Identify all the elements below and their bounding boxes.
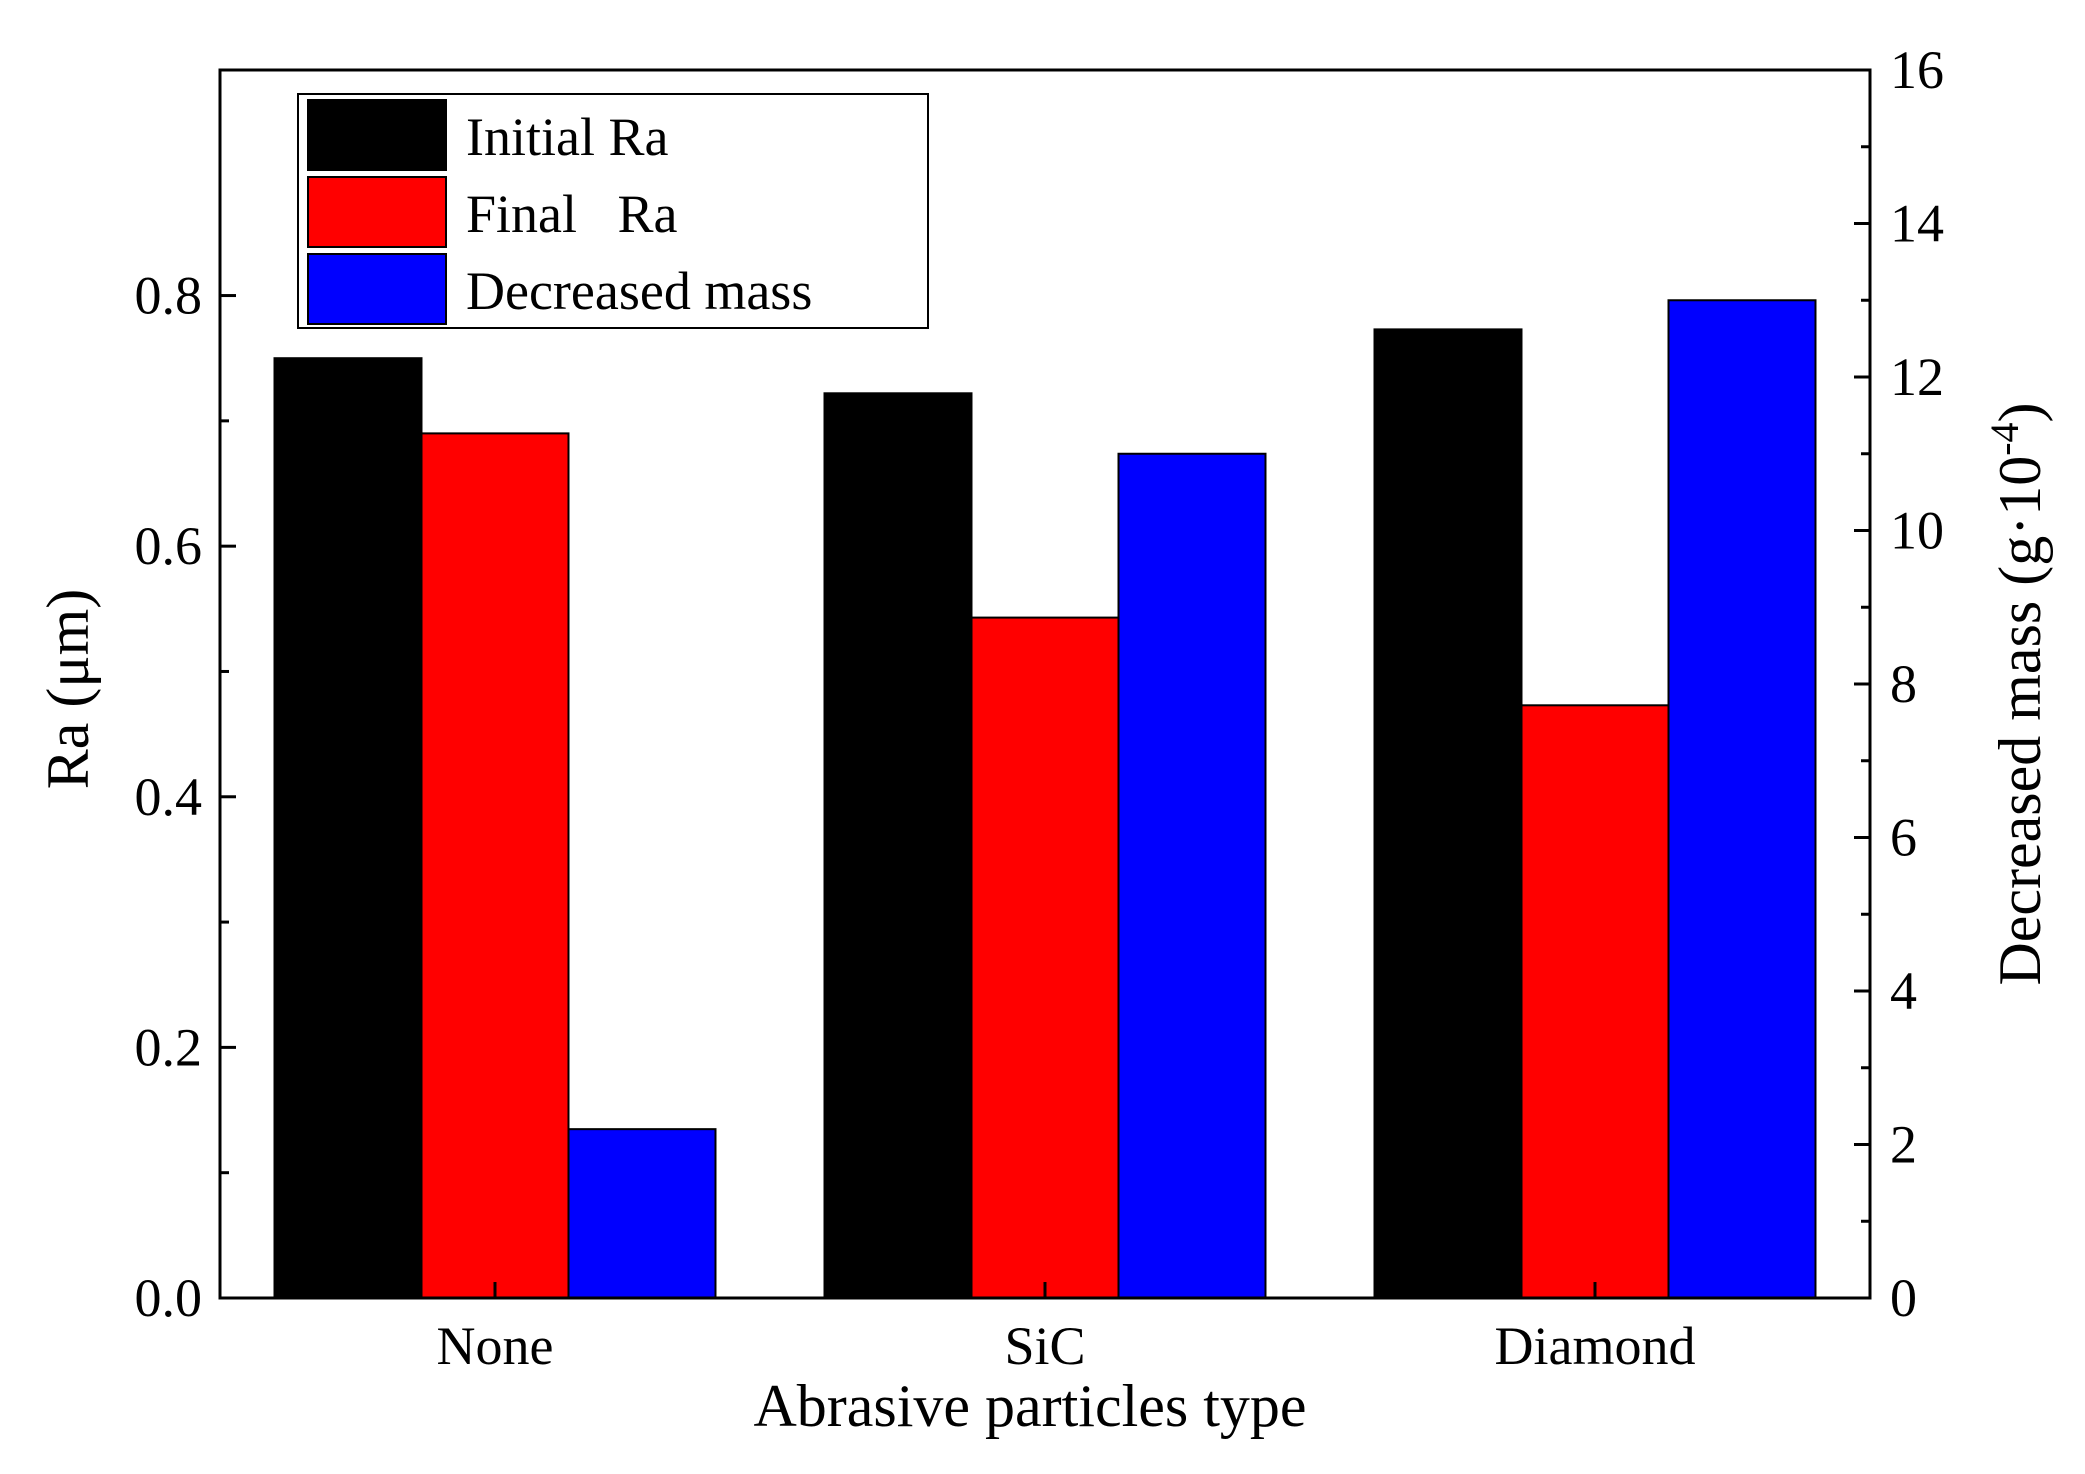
y2-title-main: Decreased mass (g·10 <box>1987 456 2053 986</box>
bar-decreased-mass-none <box>567 1128 717 1300</box>
legend-label-decreased-mass: Decreased mass <box>466 261 812 321</box>
y2-tick-label: 16 <box>1890 40 1944 100</box>
legend-label-initial-ra: Initial Ra <box>466 107 668 167</box>
legend-swatch-initial-ra <box>307 99 447 171</box>
y-tick-label: 0.8 <box>135 266 203 326</box>
bar-final-ra-diamond <box>1520 704 1670 1299</box>
y-tick-label: 0.6 <box>135 516 203 576</box>
legend-items: Initial Ra Final Ra Decreased mass <box>307 99 812 325</box>
legend-label-final-ra: Final Ra <box>466 184 678 244</box>
legend-swatch-decreased-mass <box>307 253 447 325</box>
legend-swatch-final-ra <box>307 176 447 248</box>
bar-decreased-mass-diamond <box>1667 299 1817 1299</box>
y-tick-label: 0.0 <box>135 1268 203 1328</box>
bar-initial-ra-none <box>273 357 423 1299</box>
legend: Initial Ra Final Ra Decreased mass <box>297 93 929 329</box>
y2-axis-title: Decreased mass (g·10-4) <box>1982 402 2054 985</box>
bar-initial-ra-sic <box>823 392 973 1299</box>
plot-frame <box>218 68 1872 1300</box>
y2-tick-label: 0 <box>1890 1268 1917 1328</box>
y2-title-superscript: -4 <box>1982 422 2027 455</box>
y-axis-title: Ra (μm) <box>35 589 101 789</box>
ticks-layer: 0.0 0.2 0.4 0.6 0.8 0 2 4 6 8 10 12 14 16 None SiC Diamo… <box>135 40 1945 1376</box>
bars-layer <box>273 299 1817 1300</box>
x-tick-label-diamond: Diamond <box>1495 1316 1696 1376</box>
y2-tick-label: 14 <box>1890 194 1944 254</box>
y2-tick-label: 10 <box>1890 501 1944 561</box>
y2-title-close: ) <box>1987 402 2053 422</box>
x-tick-label-sic: SiC <box>1004 1316 1085 1376</box>
y2-tick-label: 4 <box>1890 961 1917 1021</box>
x-tick-label-none: None <box>437 1316 554 1376</box>
y2-tick-label: 6 <box>1890 808 1917 868</box>
bar-initial-ra-diamond <box>1373 328 1523 1299</box>
y2-tick-label: 8 <box>1890 654 1917 714</box>
x-axis-title: Abrasive particles type <box>753 1373 1306 1439</box>
y-tick-label: 0.4 <box>135 767 203 827</box>
bar-final-ra-none <box>420 432 570 1299</box>
bar-final-ra-sic <box>970 616 1120 1299</box>
y2-tick-label: 2 <box>1890 1115 1917 1175</box>
y-tick-label: 0.2 <box>135 1017 203 1077</box>
y2-tick-label: 12 <box>1890 347 1944 407</box>
bar-decreased-mass-sic <box>1117 452 1267 1299</box>
